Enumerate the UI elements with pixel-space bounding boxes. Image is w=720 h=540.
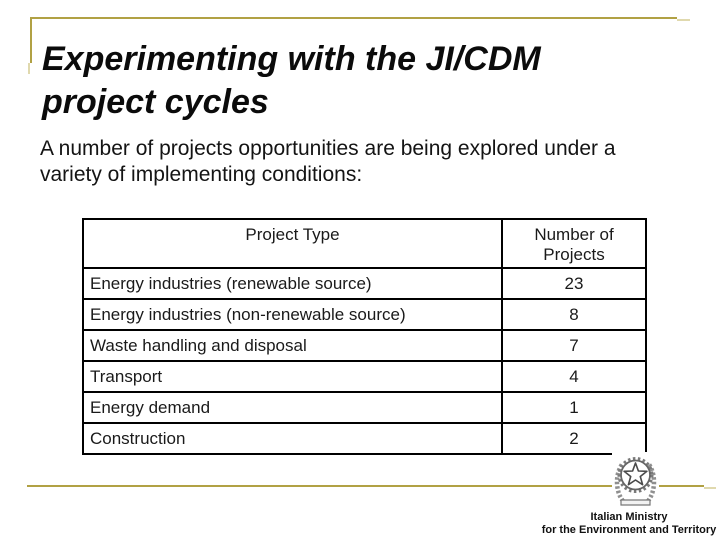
ministry-caption-line2: for the Environment and Territory: [541, 524, 717, 536]
column-header-number-of-projects: Number of Projects: [501, 218, 647, 269]
table-row: Transport 4: [82, 360, 647, 393]
project-count-cell: 7: [501, 329, 647, 362]
ministry-caption: Italian Ministry for the Environment and…: [540, 511, 718, 537]
left-accent-line: [30, 17, 32, 63]
table-row: Construction 2: [82, 422, 647, 455]
top-accent-line-shadow: [677, 19, 690, 21]
intro-text-line2: variety of implementing conditions:: [40, 163, 363, 186]
table-header-row: Project Type Number of Projects: [82, 218, 647, 269]
project-count-cell: 1: [501, 391, 647, 424]
left-accent-line-shadow: [28, 63, 30, 74]
table-row: Energy industries (non-renewable source)…: [82, 298, 647, 331]
bottom-accent-line: [27, 485, 704, 487]
intro-text-line1: A number of projects opportunities are b…: [40, 137, 616, 160]
intro-text: A number of projects opportunities are b…: [40, 136, 616, 188]
project-count-cell: 23: [501, 267, 647, 300]
page-title-line1: Experimenting with the JI/CDM: [42, 40, 541, 78]
project-type-cell: Transport: [82, 360, 503, 393]
italian-emblem-icon: [612, 452, 659, 509]
project-type-cell: Waste handling and disposal: [82, 329, 503, 362]
ministry-caption-line1: Italian Ministry: [590, 511, 668, 523]
project-count-cell: 2: [501, 422, 647, 455]
project-type-cell: Energy industries (non-renewable source): [82, 298, 503, 331]
table-row: Energy demand 1: [82, 391, 647, 424]
top-accent-line: [30, 17, 677, 19]
project-count-cell: 4: [501, 360, 647, 393]
table-row: Waste handling and disposal 7: [82, 329, 647, 362]
page-title: Experimenting with the JI/CDM project cy…: [42, 38, 541, 124]
project-type-cell: Energy demand: [82, 391, 503, 424]
project-type-cell: Construction: [82, 422, 503, 455]
table-row: Energy industries (renewable source) 23: [82, 267, 647, 300]
column-header-project-type: Project Type: [82, 218, 503, 269]
bottom-accent-line-shadow: [704, 487, 716, 489]
page-title-line2: project cycles: [42, 83, 269, 121]
project-count-cell: 8: [501, 298, 647, 331]
project-type-cell: Energy industries (renewable source): [82, 267, 503, 300]
projects-table: Project Type Number of Projects Energy i…: [82, 218, 647, 455]
